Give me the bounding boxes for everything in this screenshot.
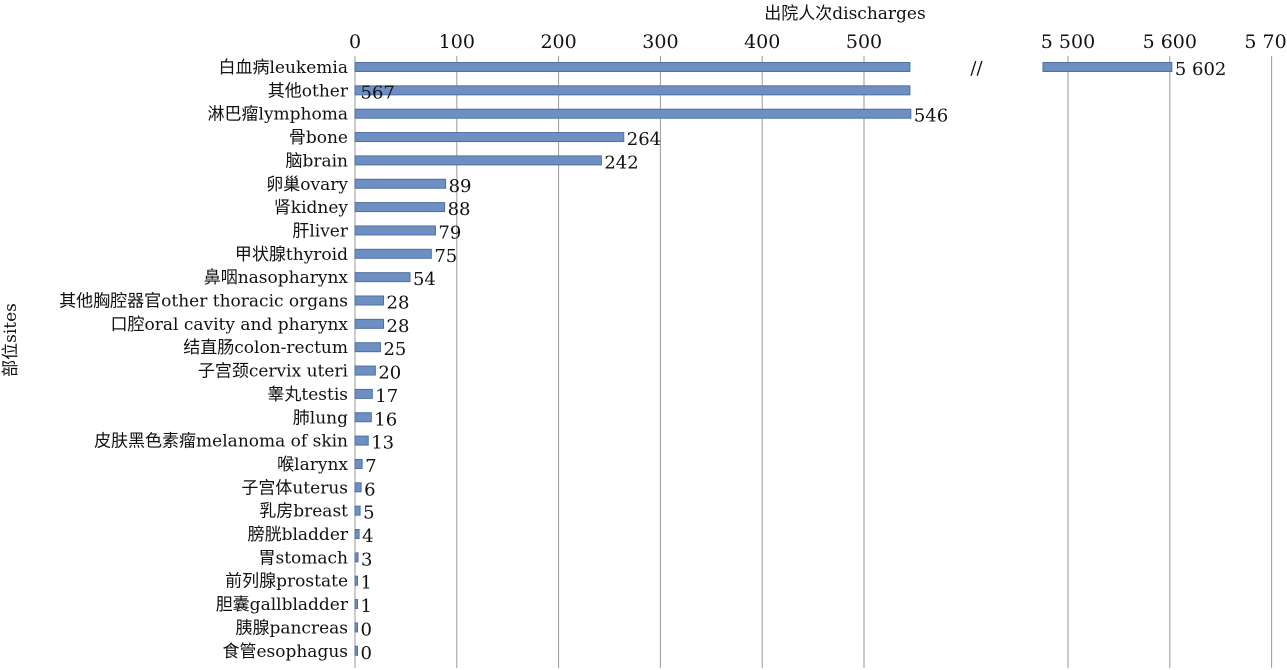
value-label: 89 — [449, 176, 472, 197]
category-label: 胰腺pancreas — [235, 618, 348, 638]
bar — [354, 599, 358, 610]
value-label: 28 — [387, 293, 410, 314]
value-label: 546 — [914, 106, 948, 127]
bar — [354, 62, 911, 72]
bar — [354, 529, 360, 539]
category-label: 鼻咽nasopharynx — [204, 268, 349, 288]
value-label: 79 — [438, 222, 461, 243]
value-label: 4 — [362, 526, 373, 547]
x-tick-label: 400 — [744, 31, 780, 53]
x-tick-label: 5 500 — [1041, 31, 1095, 53]
category-label: 白血病leukemia — [218, 58, 348, 78]
value-label: 54 — [413, 269, 436, 290]
x-tick-label: 5 700 — [1244, 31, 1287, 53]
bar — [354, 482, 362, 493]
category-label: 睾丸testis — [267, 385, 348, 405]
category-label: 食管esophagus — [222, 642, 348, 662]
value-label: 1 — [361, 573, 372, 594]
bar — [354, 108, 912, 119]
category-label: 子宫颈cervix uteri — [198, 362, 349, 382]
value-label: 264 — [627, 129, 661, 150]
bar — [354, 412, 372, 423]
x-axis-title: 出院人次discharges — [764, 4, 925, 24]
value-label: 75 — [434, 246, 457, 267]
value-label: 242 — [604, 152, 638, 173]
category-label: 膀胱bladder — [248, 525, 349, 545]
bar — [354, 155, 602, 166]
value-label: 88 — [448, 199, 471, 220]
bar — [354, 458, 363, 469]
bar — [354, 365, 376, 376]
value-label: 1 — [361, 596, 372, 617]
category-label: 胆囊gallbladder — [216, 595, 349, 615]
value-label: 5 — [363, 503, 374, 524]
category-label: 其他other — [268, 81, 349, 101]
value-label: 567 — [361, 82, 395, 103]
value-label: 5 602 — [1175, 59, 1227, 80]
bar — [354, 202, 446, 213]
axis-break: // — [970, 58, 983, 79]
category-label: 皮肤黑色素瘤melanoma of skin — [94, 432, 348, 452]
category-label: 甲状腺thyroid — [235, 245, 348, 265]
y-axis-title: 部位sites — [1, 303, 21, 377]
category-label: 结直肠colon-rectum — [183, 338, 348, 358]
bar — [354, 178, 447, 189]
category-label: 淋巴瘤lymphoma — [208, 105, 348, 125]
category-label: 骨bone — [289, 128, 348, 148]
bar — [354, 342, 381, 353]
bar — [354, 132, 625, 143]
category-label: 口腔oral cavity and pharynx — [111, 315, 349, 335]
category-label: 胃stomach — [258, 548, 348, 568]
x-tick-label: 500 — [846, 31, 882, 53]
category-label: 前列腺prostate — [225, 572, 348, 592]
category-label: 卵巢ovary — [266, 175, 348, 195]
category-label: 其他胸腔器官other thoracic organs — [59, 292, 348, 312]
bars — [354, 62, 1173, 656]
bar — [354, 552, 359, 563]
category-label: 肾kidney — [274, 198, 349, 218]
bar — [354, 388, 373, 399]
bar — [354, 622, 358, 633]
value-labels: 5 60256754626424289887975542828252017161… — [361, 59, 1227, 664]
value-label: 16 — [374, 409, 397, 430]
x-tick-label: 5 600 — [1143, 31, 1197, 53]
value-label: 25 — [383, 339, 406, 360]
bar — [354, 225, 436, 236]
bar — [354, 85, 911, 96]
value-label: 3 — [361, 549, 372, 570]
value-label: 17 — [375, 386, 398, 407]
axis-break-mark: // — [970, 58, 983, 79]
category-label: 肺lung — [293, 408, 348, 428]
bar — [354, 645, 358, 656]
bar — [354, 272, 411, 283]
category-label: 子宫体uterus — [241, 478, 348, 498]
x-tick-label: 200 — [540, 31, 576, 53]
value-label: 0 — [361, 643, 372, 664]
category-label: 喉larynx — [277, 455, 348, 475]
category-label: 肝liver — [292, 221, 349, 241]
bar — [354, 575, 358, 586]
bar — [354, 248, 432, 259]
value-label: 7 — [365, 456, 376, 477]
bar — [354, 435, 369, 446]
value-label: 28 — [387, 316, 410, 337]
bar — [354, 295, 385, 306]
bar — [354, 318, 385, 329]
value-label: 0 — [361, 619, 372, 640]
bar — [354, 505, 361, 516]
category-label: 脑brain — [285, 151, 348, 171]
x-tick-label: 0 — [349, 31, 361, 53]
category-label: 乳房breast — [259, 502, 348, 522]
x-tick-label: 300 — [642, 31, 678, 53]
value-label: 6 — [364, 479, 375, 500]
value-label: 20 — [378, 363, 401, 384]
category-labels: 白血病leukemia 其他other 淋巴瘤lymphoma 骨bone 脑brain… — [59, 58, 349, 662]
value-label: 13 — [371, 433, 394, 454]
bar — [1042, 62, 1173, 72]
x-tick-label: 100 — [439, 31, 475, 53]
